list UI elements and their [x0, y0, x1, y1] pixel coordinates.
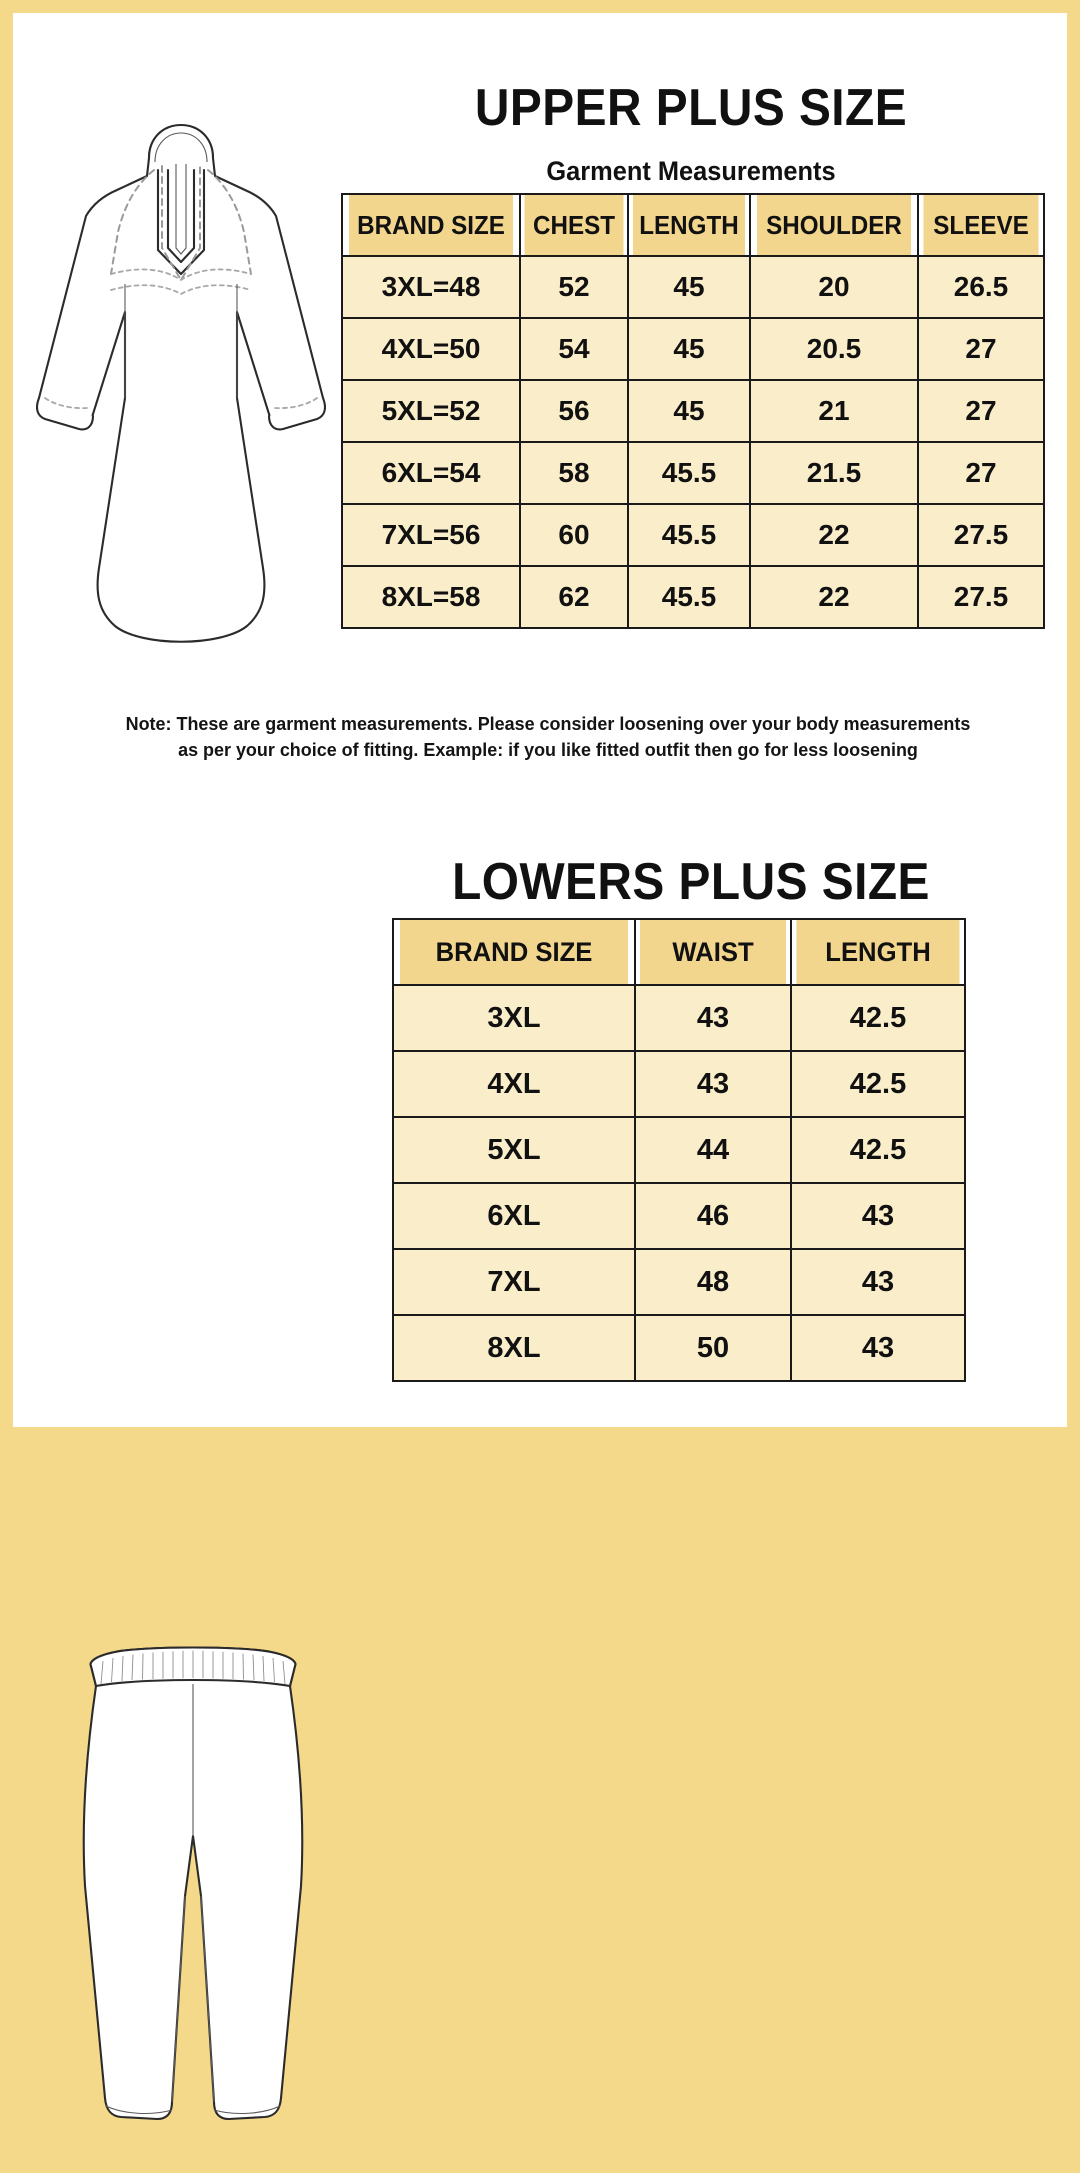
upper-size-table: BRAND SIZE CHEST LENGTH SHOULDER SLEEVE …	[341, 193, 1045, 629]
cell-brand-size: 3XL	[392, 984, 636, 1052]
cell-length: 45.5	[627, 503, 751, 567]
column-header-length: LENGTH	[794, 918, 962, 986]
cell-shoulder: 22	[749, 503, 919, 567]
cell-brand-size: 7XL=56	[341, 503, 521, 567]
column-header-waist: WAIST	[637, 918, 789, 986]
lowers-plus-size-section: LOWERS PLUS SIZE BRAND SIZE WAIST LENGTH…	[13, 773, 1067, 2121]
cell-sleeve: 26.5	[917, 255, 1045, 319]
cell-length: 45	[627, 379, 751, 443]
cell-length: 45.5	[627, 441, 751, 505]
cell-length: 43	[790, 1248, 966, 1316]
cell-shoulder: 21	[749, 379, 919, 443]
table-row: 3XL 43 42.5	[392, 984, 966, 1052]
cell-length: 43	[790, 1314, 966, 1382]
cell-sleeve: 27.5	[917, 565, 1045, 629]
table-header-row: BRAND SIZE CHEST LENGTH SHOULDER SLEEVE	[342, 193, 1044, 257]
cell-brand-size: 8XL=58	[341, 565, 521, 629]
cell-shoulder: 22	[749, 565, 919, 629]
cell-shoulder: 20.5	[749, 317, 919, 381]
table-row: 3XL=48 52 45 20 26.5	[341, 255, 1045, 319]
table-header-row: BRAND SIZE WAIST LENGTH	[393, 918, 965, 986]
table-row: 4XL=50 54 45 20.5 27	[341, 317, 1045, 381]
table-row: 6XL=54 58 45.5 21.5 27	[341, 441, 1045, 505]
kurta-illustration	[21, 98, 341, 658]
cell-brand-size: 8XL	[392, 1314, 636, 1382]
upper-plus-size-section: UPPER PLUS SIZE Garment Measurements BRA…	[13, 13, 1067, 773]
table-row: 6XL 46 43	[392, 1182, 966, 1250]
upper-section-title: UPPER PLUS SIZE	[474, 79, 908, 137]
cell-brand-size: 3XL=48	[341, 255, 521, 319]
cell-length: 45.5	[627, 565, 751, 629]
cell-waist: 50	[634, 1314, 792, 1382]
cell-brand-size: 5XL	[392, 1116, 636, 1184]
column-header-shoulder: SHOULDER	[754, 193, 914, 257]
cell-waist: 48	[634, 1248, 792, 1316]
cell-waist: 44	[634, 1116, 792, 1184]
cell-sleeve: 27	[917, 379, 1045, 443]
size-chart-page: UPPER PLUS SIZE Garment Measurements BRA…	[13, 13, 1067, 2121]
table-row: 8XL 50 43	[392, 1314, 966, 1382]
upper-section-subtitle: Garment Measurements	[546, 156, 836, 186]
cell-shoulder: 20	[749, 255, 919, 319]
cell-brand-size: 5XL=52	[341, 379, 521, 443]
cell-sleeve: 27	[917, 441, 1045, 505]
cell-waist: 43	[634, 984, 792, 1052]
cell-brand-size: 6XL	[392, 1182, 636, 1250]
cell-shoulder: 21.5	[749, 441, 919, 505]
cell-chest: 58	[519, 441, 629, 505]
cell-chest: 60	[519, 503, 629, 567]
cell-brand-size: 7XL	[392, 1248, 636, 1316]
cell-chest: 54	[519, 317, 629, 381]
measurement-note: Note: These are garment measurements. Pl…	[97, 711, 999, 763]
table-row: 7XL=56 60 45.5 22 27.5	[341, 503, 1045, 567]
pants-illustration	[43, 1628, 343, 2173]
cell-sleeve: 27.5	[917, 503, 1045, 567]
cell-brand-size: 6XL=54	[341, 441, 521, 505]
cell-sleeve: 27	[917, 317, 1045, 381]
cell-chest: 52	[519, 255, 629, 319]
table-row: 5XL 44 42.5	[392, 1116, 966, 1184]
cell-length: 45	[627, 317, 751, 381]
cell-chest: 56	[519, 379, 629, 443]
table-row: 5XL=52 56 45 21 27	[341, 379, 1045, 443]
note-line-2: as per your choice of fitting. Example: …	[178, 739, 918, 760]
lower-section-title: LOWERS PLUS SIZE	[452, 853, 930, 911]
cell-brand-size: 4XL	[392, 1050, 636, 1118]
table-row: 4XL 43 42.5	[392, 1050, 966, 1118]
table-row: 7XL 48 43	[392, 1248, 966, 1316]
cell-chest: 62	[519, 565, 629, 629]
column-header-brand-size: BRAND SIZE	[347, 193, 515, 257]
cell-brand-size: 4XL=50	[341, 317, 521, 381]
cell-length: 42.5	[790, 984, 966, 1052]
cell-waist: 43	[634, 1050, 792, 1118]
column-header-brand-size: BRAND SIZE	[398, 918, 630, 986]
column-header-sleeve: SLEEVE	[921, 193, 1041, 257]
cell-length: 42.5	[790, 1050, 966, 1118]
lower-size-table: BRAND SIZE WAIST LENGTH 3XL 43 42.5 4XL …	[392, 918, 966, 1382]
cell-length: 43	[790, 1182, 966, 1250]
cell-length: 45	[627, 255, 751, 319]
column-header-chest: CHEST	[522, 193, 626, 257]
table-row: 8XL=58 62 45.5 22 27.5	[341, 565, 1045, 629]
cell-waist: 46	[634, 1182, 792, 1250]
note-line-1: Note: These are garment measurements. Pl…	[125, 713, 971, 734]
column-header-length: LENGTH	[631, 193, 747, 257]
cell-length: 42.5	[790, 1116, 966, 1184]
